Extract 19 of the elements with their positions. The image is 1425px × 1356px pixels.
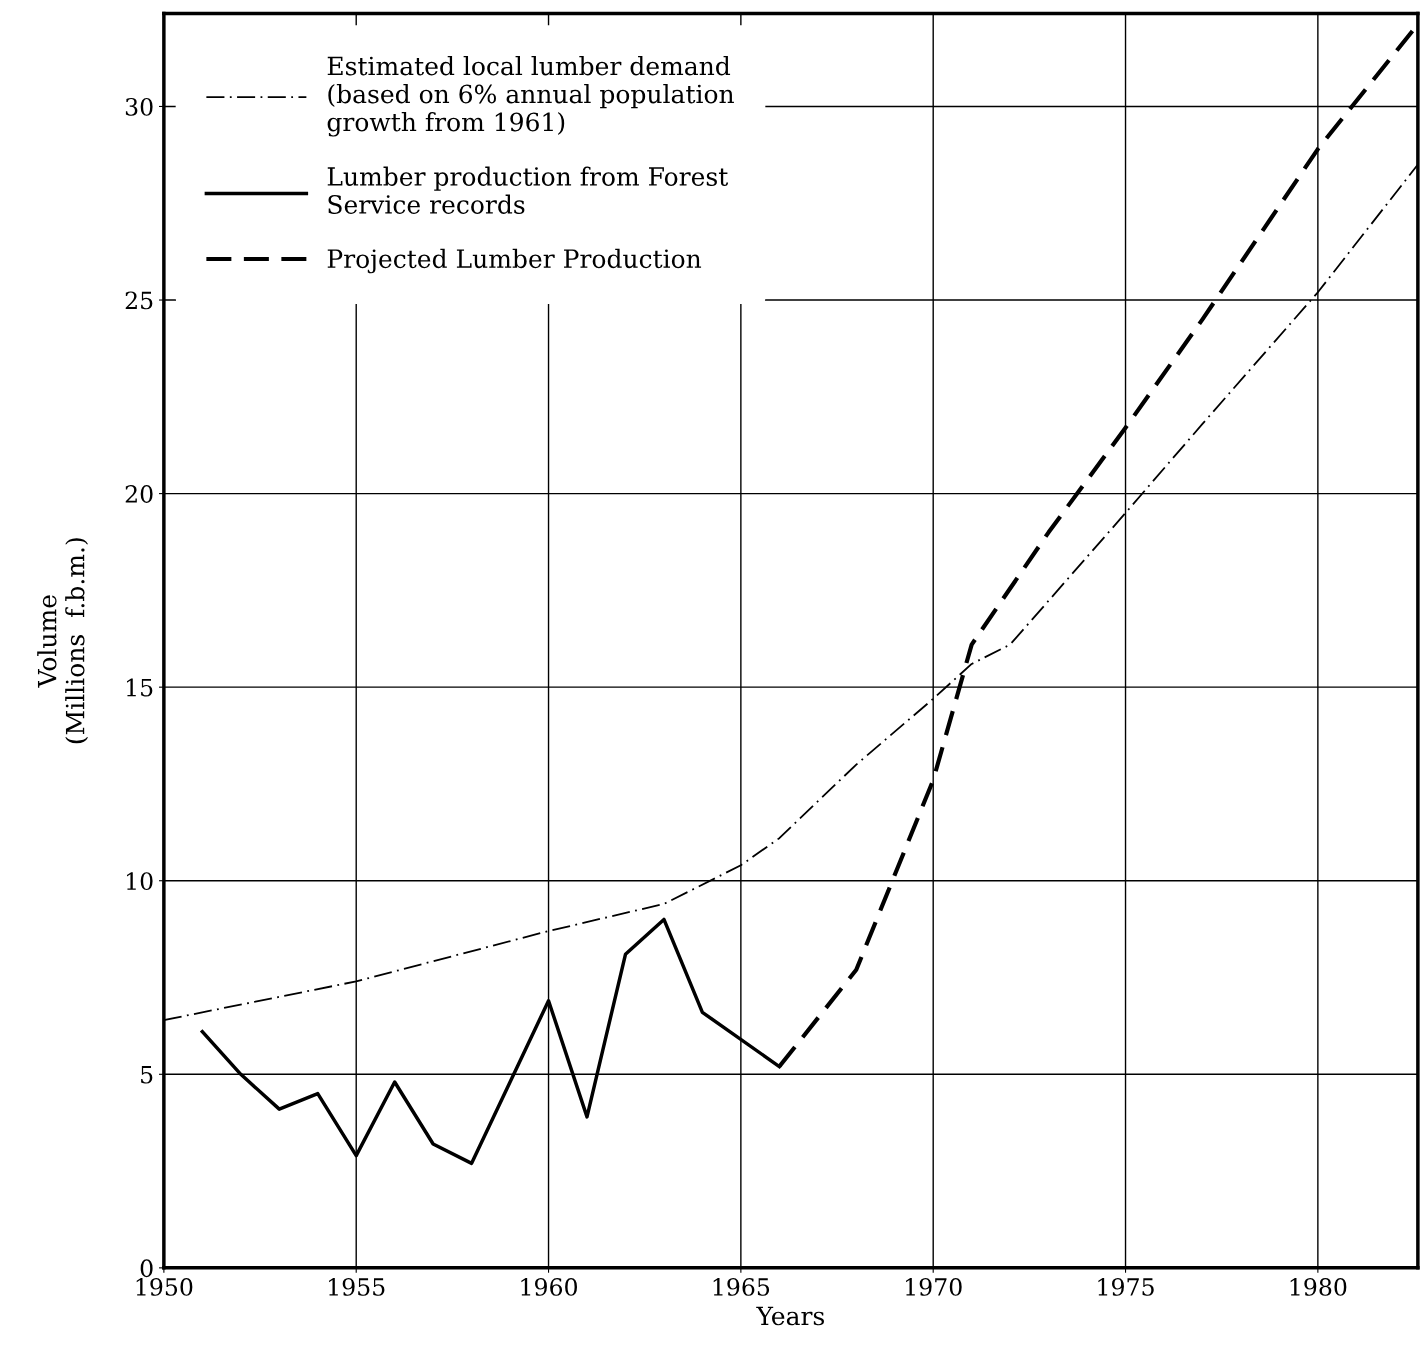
y-axis-title: Volume (Millions f.b.m.) (37, 538, 89, 744)
y-tick-label: 0 (140, 1259, 153, 1278)
legend-label: Projected Lumber Production (327, 248, 702, 274)
y-tick-label: 15 (126, 678, 153, 697)
legend-label: Lumber production from Forest Service records (327, 166, 729, 214)
x-tick-label: 1975 (1098, 1278, 1154, 1296)
x-axis-title: Years (756, 1306, 824, 1326)
legend-label: Estimated local lumber demand (based on 6% annual population growth from 1961) (327, 56, 734, 137)
x-tick-label: 1955 (329, 1278, 385, 1296)
y-tick-label: 30 (125, 97, 153, 116)
y-tick-label: 20 (125, 485, 153, 503)
x-tick-label: 1950 (136, 1278, 193, 1296)
y-tick-label: 5 (141, 1066, 153, 1084)
x-tick-label: 1960 (521, 1278, 578, 1296)
x-tick-label: 1980 (1290, 1278, 1347, 1296)
x-tick-label: 1970 (906, 1278, 962, 1296)
x-tick-label: 1965 (713, 1278, 770, 1296)
y-tick-label: 10 (126, 872, 153, 891)
y-tick-label: 25 (125, 291, 153, 310)
